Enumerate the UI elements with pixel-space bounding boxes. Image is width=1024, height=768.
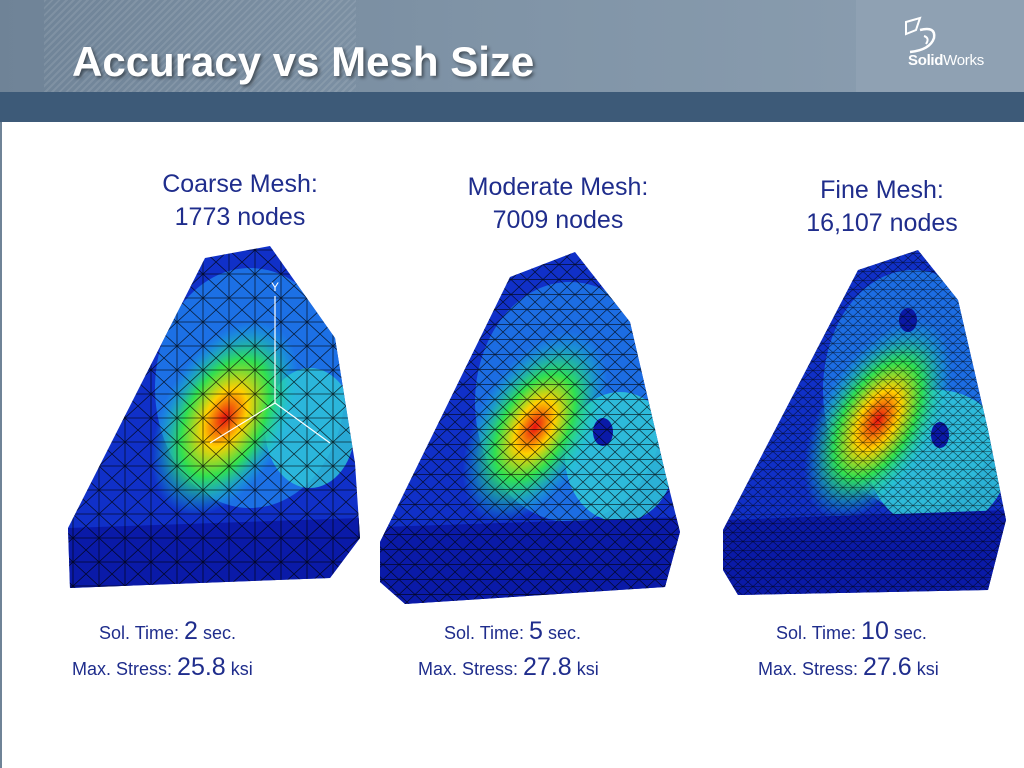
moderate-mesh-stats: Sol. Time: 5 sec. Max. Stress: 27.8 ksi — [418, 614, 599, 686]
sol-time-value: 10 — [861, 617, 889, 645]
sol-time-label: Sol. Time: — [99, 623, 180, 643]
coarse-mesh-stress-plot: Y — [68, 246, 360, 588]
coarse-mesh-heading: Coarse Mesh: 1773 nodes — [110, 168, 370, 234]
sol-time-unit: sec. — [202, 623, 236, 643]
fine-mesh-stats: Sol. Time: 10 sec. Max. Stress: 27.6 ksi — [758, 614, 939, 686]
max-stress-value: 27.6 — [863, 653, 912, 681]
max-stress-label: Max. Stress: — [758, 659, 859, 679]
sol-time-label: Sol. Time: — [776, 623, 857, 643]
max-stress-value: 27.8 — [523, 653, 572, 681]
max-stress-label: Max. Stress: — [418, 659, 519, 679]
slide-title: Accuracy vs Mesh Size — [72, 38, 535, 85]
moderate-mesh-heading: Moderate Mesh: 7009 nodes — [428, 171, 688, 237]
moderate-max-stress-row: Max. Stress: 27.8 ksi — [418, 650, 599, 686]
fine-sol-time-row: Sol. Time: 10 sec. — [758, 614, 939, 650]
sol-time-label: Sol. Time: — [444, 623, 525, 643]
left-rule — [0, 122, 2, 768]
logo-wordmark: SolidWorks — [908, 52, 984, 69]
sol-time-unit: sec. — [547, 623, 581, 643]
max-stress-unit: ksi — [230, 659, 253, 679]
logo-text-bold: Solid — [908, 52, 944, 69]
max-stress-value: 25.8 — [177, 653, 226, 681]
coarse-sol-time-row: Sol. Time: 2 sec. — [72, 614, 253, 650]
slide-header — [0, 0, 1024, 92]
fine-mesh-nodes: 16,107 nodes — [806, 209, 958, 237]
sol-time-value: 5 — [529, 617, 543, 645]
y-axis-label: Y — [271, 280, 279, 294]
fine-mesh-stress-plot — [723, 250, 1006, 595]
fine-mesh-title: Fine Mesh: — [820, 176, 944, 204]
ds-logo-icon — [905, 16, 936, 54]
coarse-mesh-nodes: 1773 nodes — [174, 203, 306, 231]
logo-text-light: Works — [943, 52, 984, 69]
sol-time-value: 2 — [184, 617, 198, 645]
header-hatch-pattern — [44, 0, 356, 92]
fine-mesh-heading: Fine Mesh: 16,107 nodes — [752, 174, 1012, 240]
fine-max-stress-row: Max. Stress: 27.6 ksi — [758, 650, 939, 686]
moderate-mesh-nodes: 7009 nodes — [492, 206, 624, 234]
moderate-mesh-title: Moderate Mesh: — [467, 173, 649, 201]
logo-box — [856, 0, 1024, 92]
moderate-mesh-stress-plot — [380, 252, 680, 604]
coarse-mesh-title: Coarse Mesh: — [162, 170, 318, 198]
moderate-sol-time-row: Sol. Time: 5 sec. — [418, 614, 599, 650]
header-band — [0, 92, 1024, 122]
max-stress-unit: ksi — [916, 659, 939, 679]
coarse-max-stress-row: Max. Stress: 25.8 ksi — [72, 650, 253, 686]
sol-time-unit: sec. — [893, 623, 927, 643]
coarse-mesh-stats: Sol. Time: 2 sec. Max. Stress: 25.8 ksi — [72, 614, 253, 686]
max-stress-unit: ksi — [576, 659, 599, 679]
max-stress-label: Max. Stress: — [72, 659, 173, 679]
